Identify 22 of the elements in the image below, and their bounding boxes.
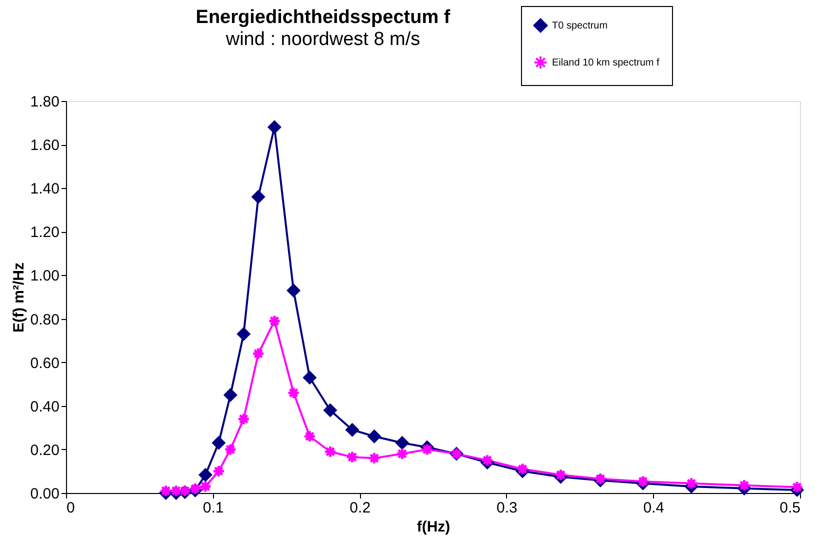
x-tick-label: 0: [66, 500, 75, 516]
y-tick-label: 1.20: [30, 224, 60, 242]
y-tick-label: 1.00: [30, 268, 60, 285]
x-tick-label: 0.4: [643, 500, 664, 516]
y-tick-label: 1.60: [30, 137, 60, 154]
chart-title: Energiedichtheidsspectum f: [196, 7, 451, 28]
y-tick-label: 0.80: [30, 311, 60, 328]
y-tick-label: 0.20: [30, 442, 60, 459]
x-tick-label: 0.1: [202, 500, 224, 516]
y-tick-label: 1.80: [30, 94, 60, 110]
y-tick-label: 0.00: [30, 486, 60, 502]
x-axis-title: f(Hz): [416, 518, 450, 536]
y-axis-title: E(f) m²/Hz: [10, 262, 28, 332]
x-tick-label: 0.5: [780, 500, 800, 516]
y-tick-label: 0.40: [30, 398, 60, 416]
x-tick-label: 0.3: [496, 500, 518, 516]
legend-label: Eiland 10 km spectrum f: [552, 58, 660, 68]
x-tick-label: 0.2: [350, 500, 371, 516]
y-tick-label: 0.60: [30, 354, 60, 372]
chart-subtitle: wind : noordwest 8 m/s: [224, 29, 420, 50]
legend-label: T0 spectrum: [552, 20, 608, 32]
y-tick-label: 1.40: [30, 180, 60, 198]
